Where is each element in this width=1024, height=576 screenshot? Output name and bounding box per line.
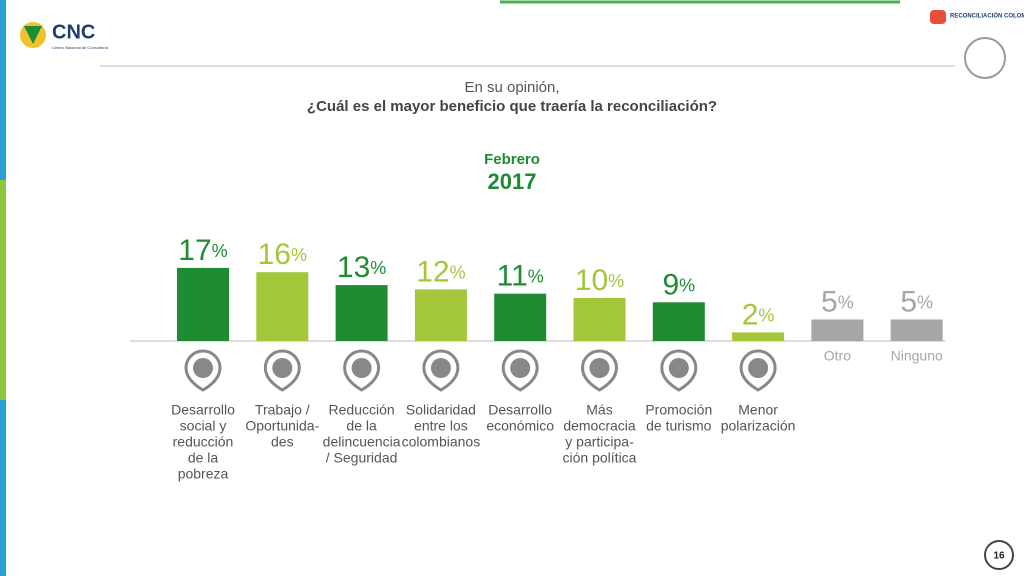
value-label: 16%: [258, 238, 307, 271]
value-label: 13%: [337, 251, 386, 284]
category-label: social y: [180, 418, 227, 434]
category-label: Más: [586, 402, 612, 418]
page-badge: [984, 540, 1014, 570]
category-label: democracia: [563, 418, 636, 434]
partner-mark: [930, 10, 946, 24]
value-label: 5%: [900, 285, 933, 318]
category-icon-core: [272, 358, 293, 378]
category-label: Menor: [738, 402, 778, 418]
subtitle: Febrero: [484, 151, 540, 168]
bar: [890, 319, 943, 341]
category-label: des: [271, 434, 294, 450]
bar: [177, 267, 229, 341]
category-label: de la: [346, 418, 377, 434]
logo-mark-inner: [24, 26, 42, 44]
category-label: Trabajo /: [255, 402, 310, 418]
category-icon-core: [193, 358, 213, 378]
value-unit: %: [212, 241, 228, 261]
bar: [256, 272, 309, 341]
bar: [573, 298, 626, 341]
logo-text: CNC: [52, 21, 95, 43]
value-number: 12: [416, 255, 449, 288]
value-label: 2%: [742, 298, 775, 331]
value-number: 13: [337, 251, 370, 284]
value-label: 12%: [416, 255, 465, 288]
category-label: Otro: [824, 348, 851, 364]
chart-title: ¿Cuál es el mayor beneficio que traería …: [307, 98, 717, 115]
category-label: de turismo: [646, 418, 712, 434]
category-label: Desarrollo: [171, 402, 235, 418]
value-number: 2: [742, 298, 759, 331]
value-unit: %: [679, 275, 695, 295]
bar: [335, 285, 388, 341]
logo-subtitle: Centro Nacional de Consultoría: [52, 45, 109, 50]
category-icon-core: [510, 358, 531, 378]
value-label: 11%: [497, 260, 544, 293]
category-label: de la: [188, 450, 219, 466]
category-label: y participa-: [565, 434, 634, 450]
value-number: 9: [662, 268, 679, 301]
category-label: polarización: [721, 418, 796, 434]
bar: [732, 332, 785, 341]
value-number: 11: [497, 260, 528, 293]
category-label: ción política: [563, 450, 637, 466]
value-unit: %: [370, 258, 386, 278]
category-label: reducción: [173, 434, 234, 450]
partner-text: RECONCILIACIÓN COLOMBIA: [950, 12, 1024, 20]
category-icon-core: [351, 358, 372, 378]
value-number: 16: [258, 238, 291, 271]
bar: [652, 302, 705, 341]
value-number: 17: [178, 234, 211, 267]
category-label: delincuencia: [323, 434, 401, 450]
value-unit: %: [291, 245, 307, 265]
page-number: 16: [993, 551, 1005, 562]
bar: [414, 289, 467, 341]
category-label: Reducción: [329, 402, 395, 418]
category-label: Oportunida-: [245, 418, 319, 434]
value-label: 5%: [821, 285, 854, 318]
value-label: 9%: [662, 268, 695, 301]
value-unit: %: [758, 305, 774, 325]
value-unit: %: [917, 292, 933, 312]
value-label: 17%: [178, 234, 227, 267]
category-label: Ninguno: [891, 348, 943, 364]
category-label: / Seguridad: [326, 450, 398, 466]
category-icon-core: [589, 358, 610, 378]
category-label: Promoción: [645, 402, 712, 418]
category-icon-core: [430, 358, 451, 378]
value-label: 10%: [575, 264, 624, 297]
value-number: 10: [575, 264, 608, 297]
value-unit: %: [838, 292, 854, 312]
category-icon-core: [748, 358, 769, 378]
bar: [811, 319, 864, 341]
category-label: entre los: [414, 418, 468, 434]
bar: [494, 293, 547, 341]
value-unit: %: [450, 262, 466, 282]
value-unit: %: [608, 271, 624, 291]
category-label: colombianos: [402, 434, 481, 450]
category-label: Desarrollo: [488, 402, 552, 418]
category-label: pobreza: [178, 466, 229, 482]
question-intro: En su opinión,: [464, 79, 559, 96]
value-unit: %: [528, 266, 544, 286]
category-label: económico: [486, 418, 554, 434]
year: 2017: [488, 169, 537, 194]
category-label: Solidaridad: [406, 402, 476, 418]
value-number: 5: [821, 285, 838, 318]
header-icon: [964, 37, 1006, 79]
side-stripe-green: [0, 180, 6, 400]
value-number: 5: [900, 285, 917, 318]
category-icon-core: [668, 358, 689, 378]
